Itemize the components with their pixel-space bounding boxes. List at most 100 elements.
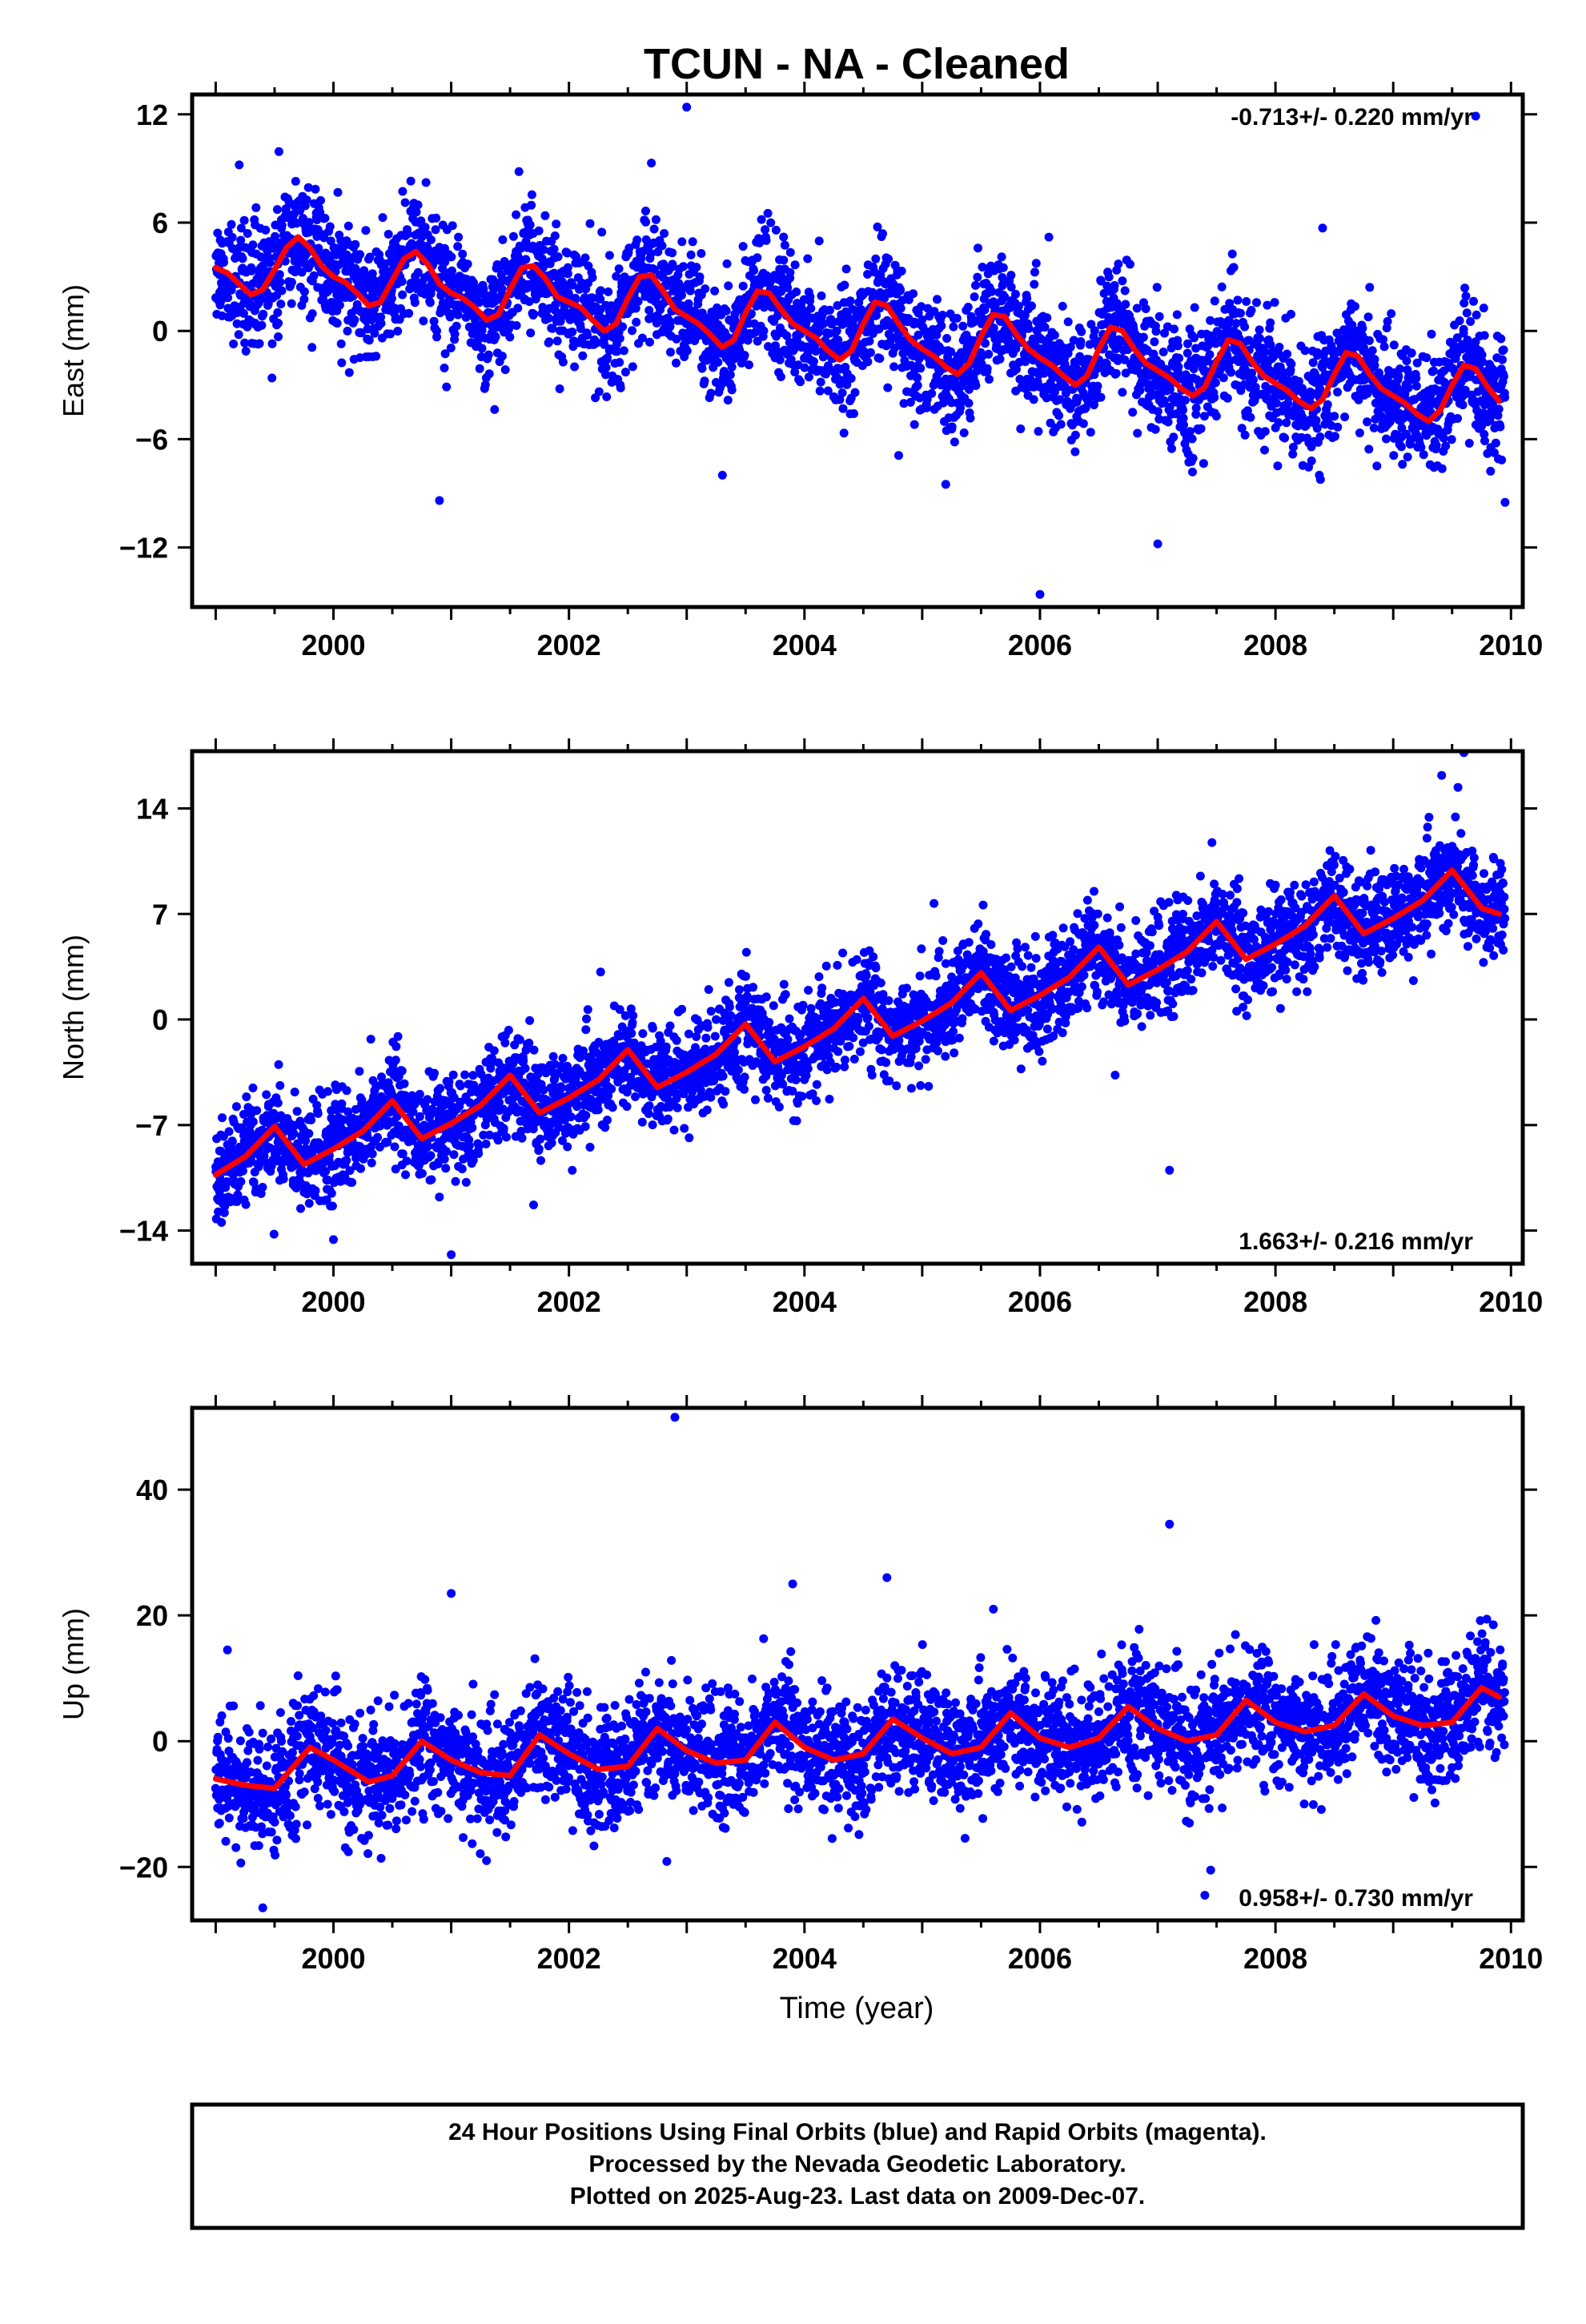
data-point (618, 322, 628, 332)
data-point (1219, 373, 1228, 383)
data-point (1271, 398, 1281, 408)
data-point (846, 374, 856, 383)
data-point (273, 1098, 283, 1108)
data-point (304, 218, 314, 227)
data-point (393, 1031, 403, 1041)
data-point (1102, 296, 1111, 306)
data-point (248, 1084, 258, 1092)
data-point (552, 219, 561, 229)
data-point (290, 1088, 299, 1097)
data-point (782, 331, 792, 340)
data-point (1154, 312, 1164, 321)
outlier-point (1318, 223, 1327, 233)
data-point (527, 200, 536, 210)
data-point (1364, 336, 1374, 345)
data-point (397, 277, 407, 286)
data-point (909, 289, 918, 299)
data-point (601, 363, 611, 372)
data-point (265, 258, 275, 267)
data-point (345, 1166, 355, 1176)
data-point (1387, 309, 1396, 319)
data-point (701, 284, 710, 294)
data-point (1315, 475, 1325, 485)
data-point (1016, 424, 1026, 433)
data-point (1355, 428, 1364, 438)
data-point (711, 351, 721, 360)
data-point (657, 241, 667, 251)
data-point (376, 319, 386, 328)
data-point (1486, 466, 1496, 476)
data-point (410, 298, 420, 308)
data-point (1141, 304, 1150, 313)
data-point (1497, 455, 1507, 464)
data-point (578, 351, 588, 360)
data-point (1394, 372, 1403, 381)
data-point (688, 237, 697, 247)
data-point (1439, 433, 1448, 443)
velocity-rate-label: -0.713+/- 0.220 mm/yr (1231, 104, 1473, 131)
data-point (1073, 394, 1082, 404)
data-point (570, 362, 580, 372)
data-point (359, 283, 369, 292)
data-point (467, 1149, 476, 1158)
data-point (213, 228, 223, 238)
data-point (302, 195, 311, 205)
data-point (1274, 418, 1283, 428)
data-point (474, 1141, 484, 1151)
data-point (1231, 319, 1241, 328)
data-point (247, 266, 256, 275)
data-point (449, 1150, 459, 1160)
data-point (842, 310, 852, 320)
data-point (668, 259, 677, 269)
data-point (1453, 414, 1463, 423)
data-point (274, 319, 283, 328)
data-point (1431, 440, 1441, 450)
data-point (897, 267, 906, 275)
data-point (474, 1149, 484, 1158)
data-point (232, 319, 242, 328)
data-point (1330, 412, 1339, 421)
data-point (1498, 355, 1507, 364)
data-point (529, 1045, 539, 1055)
data-point (1090, 326, 1099, 336)
data-point (1178, 413, 1188, 423)
outlier-point (1500, 497, 1510, 507)
data-point (614, 264, 624, 274)
data-point (449, 1093, 459, 1103)
data-point (764, 342, 773, 352)
data-point (408, 1107, 418, 1116)
data-point (301, 1136, 311, 1145)
data-point (896, 285, 905, 295)
data-point (1455, 316, 1464, 325)
data-point (431, 225, 440, 235)
data-point (356, 1164, 365, 1173)
outlier-point (941, 480, 950, 489)
data-point (654, 313, 664, 322)
data-point (1012, 364, 1021, 374)
plot-area (211, 103, 1510, 599)
data-point (1270, 298, 1279, 308)
data-point (363, 1132, 372, 1142)
data-point (1086, 428, 1095, 437)
data-point (816, 377, 825, 387)
data-point (804, 347, 813, 356)
data-point (1224, 316, 1234, 325)
data-point (568, 328, 577, 336)
data-point (1331, 432, 1339, 441)
data-point (1188, 453, 1198, 463)
data-point (905, 397, 915, 407)
data-point (1158, 348, 1168, 356)
data-point (447, 252, 456, 262)
data-point (337, 1099, 347, 1108)
data-point (1447, 435, 1456, 444)
data-point (963, 303, 973, 312)
data-point (973, 272, 982, 282)
data-point (679, 262, 689, 271)
data-point (336, 339, 346, 348)
data-point (1163, 417, 1173, 427)
data-point (343, 1107, 353, 1116)
data-point (563, 248, 572, 258)
data-point (1240, 430, 1250, 440)
data-point (1462, 308, 1472, 318)
